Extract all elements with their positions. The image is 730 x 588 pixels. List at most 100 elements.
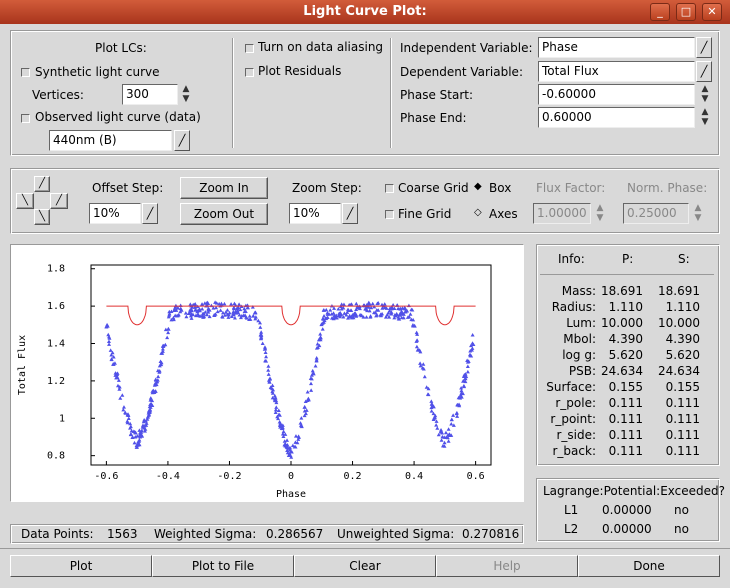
- data-point: [329, 312, 334, 316]
- data-point: [148, 396, 153, 400]
- data-point: [128, 421, 133, 426]
- dataset-dropdown-icon[interactable]: ╱: [174, 130, 190, 151]
- data-point: [243, 313, 248, 317]
- close-icon[interactable]: ✕: [702, 3, 722, 21]
- light-curve-chart[interactable]: -0.6 -0.4 -0.2 0 0.2 0.4 0.6 0.811.21.41.61.8 …: [11, 245, 523, 501]
- data-point: [397, 311, 402, 316]
- pan-left-icon[interactable]: ╲: [16, 193, 34, 209]
- aliasing-checkbox[interactable]: [245, 44, 254, 53]
- dataset-select[interactable]: 440nm (B): [49, 130, 172, 151]
- offset-step-dropdown-icon[interactable]: ╱: [142, 203, 158, 224]
- data-point: [273, 410, 278, 415]
- minimize-icon[interactable]: _: [650, 3, 670, 21]
- independent-dropdown-icon[interactable]: ╱: [696, 37, 712, 58]
- data-point: [266, 368, 271, 372]
- box-label: Box: [489, 181, 512, 195]
- zoom-out-button[interactable]: Zoom Out: [180, 203, 268, 225]
- pan-up-icon[interactable]: ╱: [34, 176, 50, 192]
- data-point: [465, 364, 470, 369]
- data-point: [309, 388, 314, 392]
- data-point: [157, 363, 162, 368]
- data-point: [145, 415, 150, 419]
- data-point: [259, 330, 264, 334]
- phase-start-spinner-icon[interactable]: ▲ ▼: [701, 84, 709, 104]
- phase-end-input[interactable]: 0.60000: [538, 107, 695, 128]
- plot-to-file-button[interactable]: Plot to File: [152, 555, 294, 577]
- data-point: [262, 345, 267, 349]
- data-point: [289, 455, 294, 459]
- fine-grid-checkbox[interactable]: [385, 210, 394, 219]
- data-point: [433, 413, 438, 418]
- info-p: 0.111: [608, 444, 643, 458]
- info-p: 1.110: [608, 300, 643, 314]
- info-panel: [536, 244, 720, 466]
- data-point: [211, 306, 216, 310]
- help-button[interactable]: Help: [436, 555, 578, 577]
- data-point: [233, 309, 238, 314]
- info-row: PSB: 24.634 24.634: [538, 364, 718, 380]
- coarse-grid-checkbox[interactable]: [385, 184, 394, 193]
- data-point: [368, 314, 373, 318]
- data-point: [287, 446, 292, 450]
- synthetic-checkbox[interactable]: [21, 68, 30, 77]
- data-point: [184, 314, 189, 319]
- data-point: [110, 350, 115, 355]
- data-point: [354, 301, 359, 306]
- data-point: [140, 425, 145, 429]
- zoom-in-button[interactable]: Zoom In: [180, 177, 268, 199]
- data-point: [421, 366, 426, 371]
- pan-down-icon[interactable]: ╲: [34, 209, 50, 225]
- plot-button[interactable]: Plot: [10, 555, 152, 577]
- clear-button[interactable]: Clear: [294, 555, 436, 577]
- y-axis-label: Total Flux: [17, 335, 28, 395]
- data-point: [126, 416, 131, 420]
- offset-step-select[interactable]: 10%: [89, 203, 141, 224]
- window-titlebar[interactable]: Light Curve Plot: _ □ ✕: [0, 0, 730, 24]
- zoom-step-select[interactable]: 10%: [289, 203, 341, 224]
- data-point: [163, 327, 168, 332]
- data-point: [442, 440, 447, 445]
- residuals-checkbox[interactable]: [245, 68, 254, 77]
- data-point: [446, 427, 451, 431]
- data-point: [354, 314, 359, 318]
- data-point: [357, 306, 362, 311]
- data-point: [415, 332, 420, 336]
- info-s: 5.620: [665, 348, 700, 362]
- data-point: [157, 368, 162, 373]
- independent-select[interactable]: Phase: [538, 37, 695, 58]
- maximize-icon[interactable]: □: [676, 3, 696, 21]
- data-point: [372, 304, 377, 309]
- data-point: [253, 310, 258, 314]
- dependent-dropdown-icon[interactable]: ╱: [696, 61, 712, 82]
- data-point: [461, 378, 466, 383]
- vertices-spinner-icon[interactable]: ▲ ▼: [182, 84, 190, 104]
- observed-checkbox[interactable]: [21, 114, 30, 123]
- info-label: Surface:: [546, 380, 596, 394]
- flux-factor-input[interactable]: 1.00000: [533, 203, 591, 224]
- data-point: [148, 402, 153, 406]
- residuals-label: Plot Residuals: [258, 64, 342, 78]
- box-radio-icon[interactable]: ◆: [474, 181, 482, 192]
- zoom-step-dropdown-icon[interactable]: ╱: [342, 203, 358, 224]
- data-point: [411, 317, 416, 322]
- phase-end-spinner-icon[interactable]: ▲ ▼: [701, 107, 709, 127]
- dependent-select[interactable]: Total Flux: [538, 61, 695, 82]
- phase-start-input[interactable]: -0.60000: [538, 84, 695, 105]
- data-point: [386, 311, 391, 315]
- info-label: Lum:: [566, 316, 596, 330]
- info-s: 1.110: [665, 300, 700, 314]
- norm-phase-input[interactable]: 0.25000: [623, 203, 689, 224]
- data-point: [188, 313, 193, 318]
- flux-factor-spinner-icon[interactable]: ▲ ▼: [596, 203, 604, 223]
- axes-radio-icon[interactable]: ◇: [474, 207, 482, 218]
- norm-phase-spinner-icon[interactable]: ▲ ▼: [694, 203, 702, 223]
- info-label: r_pole:: [555, 396, 596, 410]
- done-button[interactable]: Done: [578, 555, 720, 577]
- data-point: [135, 434, 140, 438]
- vertices-input[interactable]: 300: [122, 84, 178, 105]
- pan-right-icon[interactable]: ╱: [50, 193, 68, 209]
- data-point: [401, 315, 406, 320]
- data-point: [429, 405, 434, 410]
- data-point: [422, 374, 427, 379]
- data-point: [147, 409, 152, 413]
